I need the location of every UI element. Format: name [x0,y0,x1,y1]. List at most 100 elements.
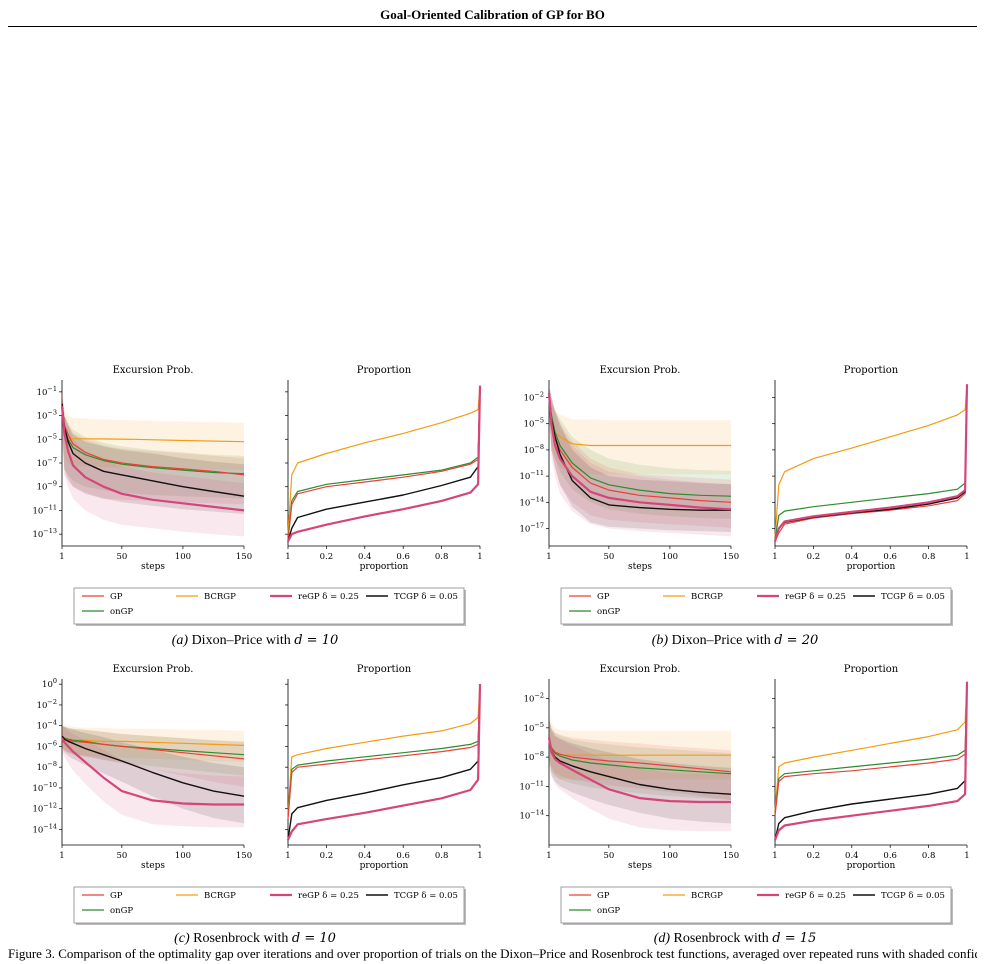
excursion-title: Excursion Prob. [113,664,194,675]
excursion-y-tick-label: 10−2 [37,698,57,711]
excursion-y-tick-label: 10−11 [519,779,544,792]
excursion-y-tick-label: 10−2 [524,692,544,705]
excursion-y-tick-label: 10−5 [524,721,544,734]
excursion-y-tick-label: 10−4 [37,719,57,732]
proportion-title: Proportion [844,365,899,376]
excursion-y-tick-label: 10−17 [519,522,544,535]
excursion-line-ongp [548,737,732,775]
proportion-x-tick-label: 0.6 [883,552,897,562]
figure-panel-a-svg: Excursion Prob. 10−1 10−3 10−5 10−7 10−9 10−11… [32,365,483,626]
excursion-line-regp [60,406,245,512]
caption-a: (a) Dixon–Price with d = 10 [90,633,420,649]
proportion-x-tick-label: 0.8 [435,851,449,861]
legend: GP BCRGP reGP δ = 0.25 TCGP δ = 0.05 onGP [560,587,953,626]
proportion-x-label: proportion [360,861,409,871]
header-rule [8,26,977,27]
excursion-y-tick-label: 10−6 [37,739,57,752]
legend-label-bcrgp: BCRGP [691,891,723,901]
proportion-line-ongp [287,684,481,818]
excursion-y-tick-label: 10−1 [37,385,57,398]
caption-a-text: Dixon–Price with [191,633,291,648]
excursion-y-tick-label: 100 [42,677,57,690]
excursion-title: Excursion Prob. [600,664,681,675]
proportion-x-tick-label: 0.4 [358,552,372,562]
excursion-y-tick-label: 10−7 [37,456,57,469]
legend-label-tcgp: TCGP δ = 0.05 [394,891,458,901]
figure-panel-b: Excursion Prob. 10−2 10−5 10−8 10−11 10−14 10−… [505,356,975,631]
proportion-x-tick-label: 0.4 [358,851,372,861]
proportion-x-tick-label: 0.2 [807,851,821,861]
proportion-title: Proportion [357,664,412,675]
proportion-x-tick-label: 0.2 [320,552,334,562]
proportion-x-tick-label: 1 [285,552,290,562]
legend-label-regp: reGP δ = 0.25 [298,592,359,602]
proportion-line-gp [287,385,481,541]
excursion-line-ongp [548,393,732,497]
excursion-y-tick-label: 10−11 [32,503,57,516]
excursion-x-tick-label: 150 [236,552,252,562]
excursion-x-tick-label: 50 [603,552,614,562]
proportion-line-gp [774,384,968,542]
excursion-line-tcgp [61,735,245,797]
excursion-x-label: steps [141,562,165,572]
excursion-x-tick-label: 100 [175,552,191,562]
excursion-y-tick-label: 10−13 [32,527,57,540]
excursion-line-tcgp [548,393,731,511]
excursion-x-tick-label: 50 [116,552,127,562]
figure-panel-c-svg: Excursion Prob. 100 10−2 10−4 10−6 10−8 10−10 1… [32,664,483,925]
excursion-x-tick-label: 100 [662,851,678,861]
excursion-band-tcgp [549,718,731,824]
legend-label-gp: GP [110,891,123,901]
excursion-band-regp [549,384,731,537]
caption-a-math: d = 10 [294,633,339,648]
excursion-band-ongp [549,384,731,519]
caption-d-label: (d) [653,931,671,946]
excursion-y-tick-label: 10−10 [32,781,57,794]
proportion-line-ongp [774,384,968,540]
proportion-x-label: proportion [847,562,896,572]
excursion-band-bcrgp [549,384,731,475]
excursion-x-tick-label: 50 [603,851,614,861]
excursion-line-gp [548,737,732,773]
excursion-band-gp [549,718,731,801]
proportion-title: Proportion [357,365,412,376]
excursion-y-tick-label: 10−5 [37,432,57,445]
excursion-title: Excursion Prob. [600,365,681,376]
legend-frame [560,587,952,625]
proportion-x-label: proportion [360,562,409,572]
caption-b-label: (b) [651,633,669,648]
proportion-line-regp [287,385,482,542]
figure-bottom-caption: Figure 3. Comparison of the optimality g… [8,946,977,961]
proportion-line-tcgp [287,684,481,840]
proportion-line-tcgp [774,681,968,841]
excursion-x-tick-label: 1 [546,552,551,562]
proportion-line-ongp [774,681,968,814]
caption-b-text: Dixon–Price with [671,633,771,648]
legend-label-ongp: onGP [597,607,620,617]
proportion-line-regp [773,681,969,841]
page-header-title: Goal-Oriented Calibration of GP for BO [380,7,605,22]
excursion-y-tick-label: 10−8 [524,443,544,456]
excursion-y-tick-label: 10−14 [32,822,57,835]
legend-label-bcrgp: BCRGP [204,592,236,602]
excursion-y-tick-label: 10−9 [37,480,57,493]
legend-label-tcgp: TCGP δ = 0.05 [881,891,945,901]
legend: GP BCRGP reGP δ = 0.25 TCGP δ = 0.05 onGP [73,886,466,925]
excursion-x-tick-label: 150 [723,552,739,562]
legend: GP BCRGP reGP δ = 0.25 TCGP δ = 0.05 onGP [560,886,953,925]
excursion-y-tick-label: 10−5 [524,417,544,430]
proportion-line-bcrgp [774,681,968,811]
excursion-x-label: steps [628,861,652,871]
excursion-x-tick-label: 150 [236,851,252,861]
excursion-x-label: steps [628,562,652,572]
excursion-line-tcgp [61,403,245,497]
excursion-band-gp [549,384,731,528]
excursion-band-regp [62,391,244,537]
excursion-y-tick-label: 10−14 [519,809,544,822]
proportion-x-tick-label: 1 [477,851,482,861]
excursion-y-tick-label: 10−8 [37,760,57,773]
excursion-y-tick-label: 10−3 [37,409,57,422]
legend-label-regp: reGP δ = 0.25 [785,592,846,602]
proportion-line-bcrgp [287,385,481,535]
